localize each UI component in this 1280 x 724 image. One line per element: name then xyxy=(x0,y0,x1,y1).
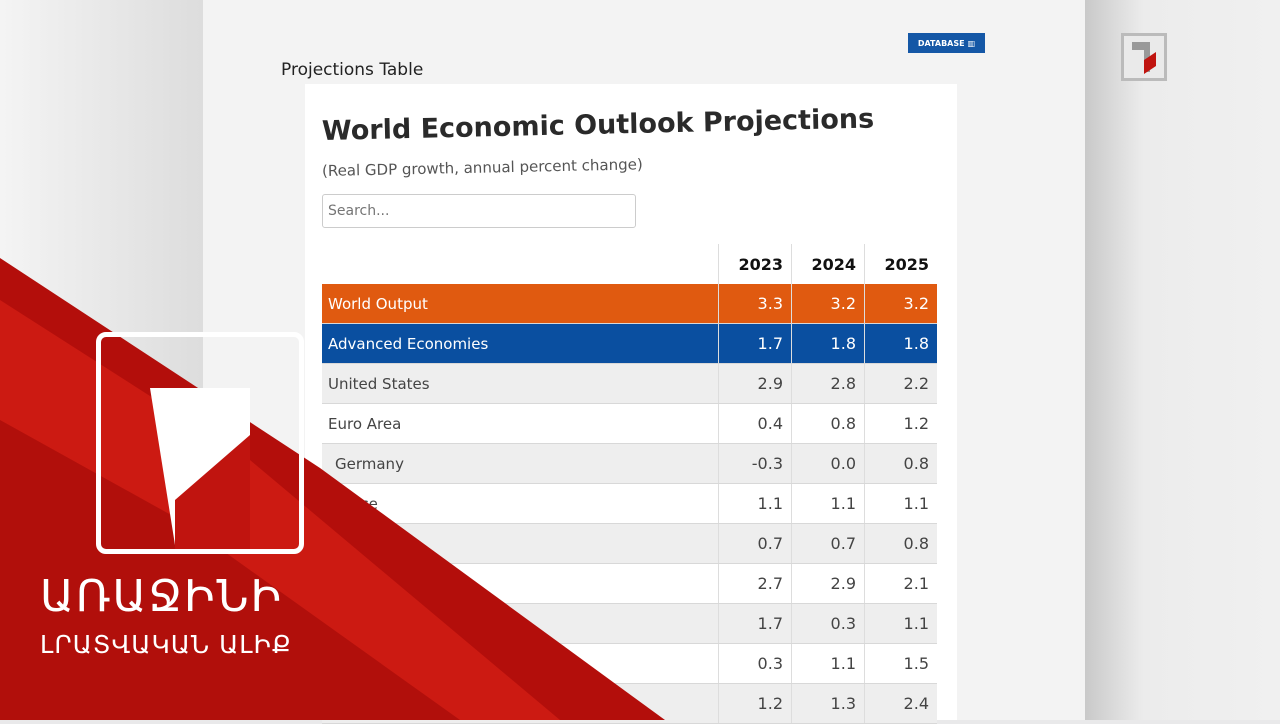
cell-value: 2.1 xyxy=(864,564,937,603)
cell-value: 0.8 xyxy=(864,444,937,483)
column-header[interactable]: 2023 xyxy=(718,244,791,284)
channel-logo-small xyxy=(1121,33,1167,81)
row-label xyxy=(322,524,718,563)
table-row[interactable]: 1.7 0.3 1.1 xyxy=(322,604,937,644)
cell-value: 1.3 xyxy=(791,684,864,723)
cell-value: 2.2 xyxy=(864,364,937,403)
database-badge[interactable]: DATABASE ▥ xyxy=(908,33,985,53)
table-row[interactable]: Germany -0.3 0.0 0.8 xyxy=(322,444,937,484)
cell-value: 3.3 xyxy=(718,284,791,323)
page-title: Projections Table xyxy=(281,60,424,80)
cell-value: 2.9 xyxy=(791,564,864,603)
search-input[interactable] xyxy=(322,194,636,228)
cell-value: 1.1 xyxy=(791,644,864,683)
column-header[interactable]: 2025 xyxy=(864,244,937,284)
cell-value: 3.2 xyxy=(791,284,864,323)
row-label xyxy=(322,644,718,683)
cell-value: 0.7 xyxy=(791,524,864,563)
row-label: United States xyxy=(328,374,430,393)
channel-name: ԱՌԱՋԻՆԻ xyxy=(40,571,283,622)
row-label xyxy=(322,564,718,603)
cell-value: 3.2 xyxy=(864,284,937,323)
cell-value: 1.7 xyxy=(718,604,791,643)
cell-value: 1.2 xyxy=(718,684,791,723)
table-header: 2023 2024 2025 xyxy=(322,244,937,284)
table-row[interactable]: 1.2 1.3 2.4 xyxy=(322,684,937,724)
row-label: World Output xyxy=(328,294,428,313)
cell-value: 1.1 xyxy=(718,484,791,523)
cell-value: -0.3 xyxy=(718,444,791,483)
bar-chart-icon: ▥ xyxy=(967,38,976,48)
cell-value: 1.1 xyxy=(864,484,937,523)
table-row[interactable]: World Output 3.3 3.2 3.2 xyxy=(322,284,937,324)
cell-value: 0.8 xyxy=(864,524,937,563)
cell-value: 2.7 xyxy=(718,564,791,603)
cell-value: 0.8 xyxy=(791,404,864,443)
cell-value: 0.3 xyxy=(791,604,864,643)
channel-tagline: ԼՐԱՏՎԱԿԱՆ ԱԼԻՔ xyxy=(40,630,292,659)
cell-value: 0.7 xyxy=(718,524,791,563)
cell-value: 0.4 xyxy=(718,404,791,443)
table-row[interactable]: France 1.1 1.1 1.1 xyxy=(322,484,937,524)
projections-table: 2023 2024 2025 World Output 3.3 3.2 3.2 Adva… xyxy=(322,244,937,724)
cell-value: 2.4 xyxy=(864,684,937,723)
cell-value: 0.0 xyxy=(791,444,864,483)
table-row[interactable]: 2.7 2.9 2.1 xyxy=(322,564,937,604)
row-label: Euro Area xyxy=(328,414,402,433)
database-label: DATABASE xyxy=(917,38,965,48)
row-label: France xyxy=(328,494,378,513)
background-right xyxy=(1085,0,1280,720)
cell-value: 1.5 xyxy=(864,644,937,683)
table-row[interactable]: 0.3 1.1 1.5 xyxy=(322,644,937,684)
cell-value: 1.2 xyxy=(864,404,937,443)
table-row[interactable]: Advanced Economies 1.7 1.8 1.8 xyxy=(322,324,937,364)
cell-value: 1.8 xyxy=(791,324,864,363)
cell-value: 1.8 xyxy=(864,324,937,363)
cell-value: 1.7 xyxy=(718,324,791,363)
row-label: Germany xyxy=(335,454,404,473)
channel-logo xyxy=(96,332,304,554)
cell-value: 2.9 xyxy=(718,364,791,403)
column-header[interactable]: 2024 xyxy=(791,244,864,284)
table-row[interactable]: United States 2.9 2.8 2.2 xyxy=(322,364,937,404)
cell-value: 1.1 xyxy=(791,484,864,523)
cell-value: 0.3 xyxy=(718,644,791,683)
table-row[interactable]: Euro Area 0.4 0.8 1.2 xyxy=(322,404,937,444)
row-label: Advanced Economies xyxy=(328,334,489,353)
cell-value: 2.8 xyxy=(791,364,864,403)
row-label xyxy=(322,684,718,723)
row-label xyxy=(322,604,718,643)
cell-value: 1.1 xyxy=(864,604,937,643)
table-row[interactable]: 0.7 0.7 0.8 xyxy=(322,524,937,564)
